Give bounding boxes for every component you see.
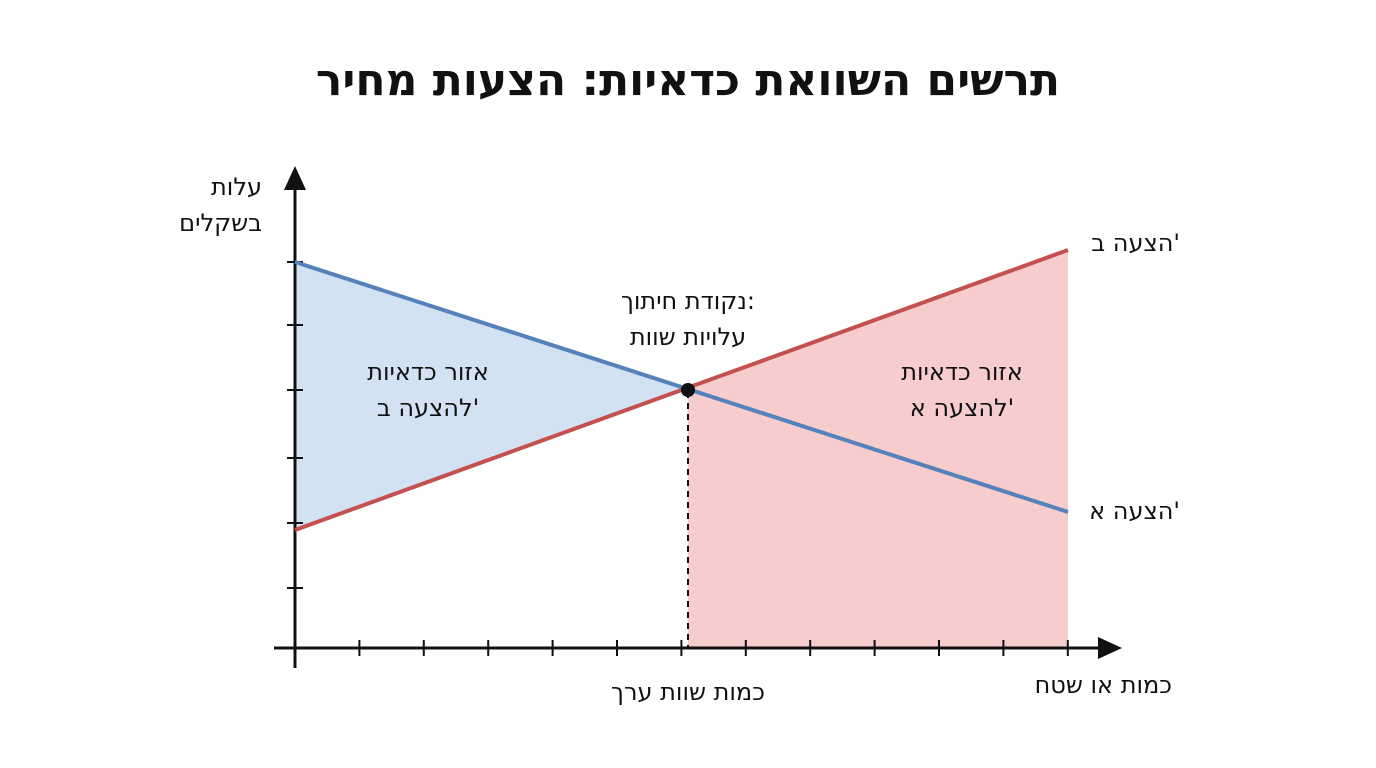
y-axis-label: בשקלים	[179, 209, 262, 237]
x-axis-label: כמות או שטח	[1035, 671, 1172, 699]
intersection-label: נקודת חיתוך:	[621, 287, 755, 315]
region-label: אזור כדאיות	[367, 358, 489, 386]
region-label: להצעה ב'	[377, 394, 479, 422]
y-axis-label: עלות	[211, 173, 262, 201]
x-arrow	[1098, 637, 1122, 659]
region-label: להצעה א'	[910, 394, 1015, 422]
intersection-point	[681, 383, 695, 397]
intersection-x-label: כמות שוות ערך	[611, 678, 765, 706]
title: תרשים השוואת כדאיות: הצעות מחיר	[316, 55, 1060, 106]
intersection-label: עלויות שוות	[630, 323, 746, 351]
line-label: הצעה א'	[1089, 497, 1180, 525]
line-a	[294, 260, 1069, 514]
region-label: אזור כדאיות	[901, 358, 1023, 386]
region-b	[295, 262, 688, 530]
line-label: הצעה ב'	[1091, 229, 1180, 257]
y-arrow	[284, 166, 306, 190]
